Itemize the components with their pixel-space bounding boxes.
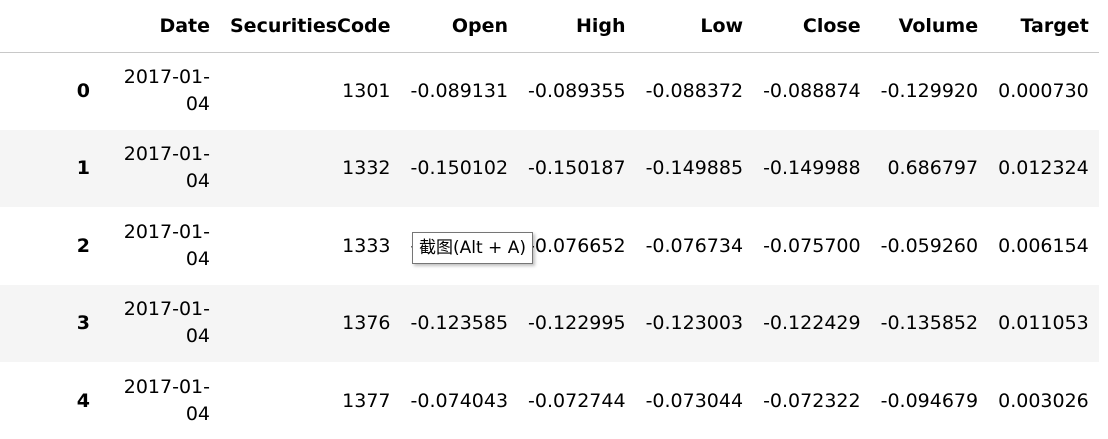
column-header-open: Open — [400, 0, 519, 53]
target-cell: 0.012324 — [998, 157, 1089, 180]
close-cell: -0.088874 — [763, 80, 861, 102]
high-cell: -0.089355 — [528, 80, 626, 102]
target-cell: 0.003026 — [998, 389, 1089, 412]
row-index: 1 — [76, 157, 90, 180]
row-index: 4 — [76, 389, 90, 412]
low-cell: -0.076734 — [645, 234, 744, 257]
open-cell: -0.089131 — [410, 80, 509, 102]
date-line-1: 2017-01- — [123, 143, 210, 166]
column-header-low: Low — [635, 0, 754, 53]
screenshot-tooltip: 截图(Alt + A) — [412, 232, 533, 264]
column-header-close: Close — [753, 0, 871, 53]
close-cell: -0.149988 — [763, 157, 861, 180]
column-header-securitiescode: SecuritiesCode — [220, 0, 401, 53]
high-cell: -0.076652 — [528, 234, 626, 257]
column-header-high: High — [518, 0, 636, 53]
securitiescode-cell: 1333 — [342, 234, 391, 257]
column-header-date: Date — [110, 0, 220, 53]
column-header-target: Target — [988, 0, 1099, 53]
date-line-2: 04 — [185, 247, 210, 270]
table-row: 3 2017-01- 04 1376 -0.123585 -0.122995 -0… — [0, 284, 1099, 363]
open-cell: -0.150102 — [410, 157, 509, 180]
date-line-1: 2017-01- — [123, 66, 210, 88]
table-row: 1 2017-01- 04 1332 -0.150102 -0.150187 -0… — [0, 129, 1099, 208]
date-line-2: 04 — [185, 170, 210, 193]
high-cell: -0.072744 — [528, 389, 626, 412]
open-cell: -0.123585 — [410, 312, 509, 335]
table-row: 2 2017-01-04 1333 -0. -0.076652 -0.07673… — [0, 207, 1099, 285]
securitiescode-cell: 1376 — [342, 312, 391, 335]
volume-cell: 0.686797 — [887, 157, 979, 180]
date-line-1: 2017-01- — [123, 375, 210, 398]
low-cell: -0.088372 — [645, 80, 744, 102]
date-cell: 2017-01- 04 — [110, 362, 220, 439]
table-row: 4 2017-01- 04 1377 -0.074043 -0.072744 -0… — [0, 362, 1099, 439]
securitiescode-cell: 1332 — [342, 157, 391, 180]
open-cell: -0.074043 — [410, 389, 509, 412]
date-cell: 2017-01- 04 — [110, 207, 220, 285]
securitiescode-cell: 1377 — [342, 389, 391, 412]
low-cell: -0.149885 — [645, 157, 744, 180]
target-cell: 0.000730 — [998, 80, 1089, 102]
date-line-1: 2017-01- — [123, 220, 210, 243]
row-index: 3 — [76, 312, 90, 335]
close-cell: -0.072322 — [763, 389, 861, 412]
date-line-2: 04 — [185, 325, 210, 348]
volume-cell: -0.059260 — [880, 234, 979, 257]
securitiescode-cell: 1301 — [342, 80, 391, 102]
volume-cell: -0.129920 — [880, 80, 979, 102]
target-cell: 0.006154 — [998, 234, 1089, 257]
date-line-2: 04 — [185, 402, 210, 425]
close-cell: -0.122429 — [763, 312, 861, 335]
date-cell: 2017-01- 04 — [110, 52, 220, 130]
row-index: 0 — [76, 80, 90, 102]
target-cell: 0.011053 — [998, 312, 1089, 335]
low-cell: -0.073044 — [645, 389, 744, 412]
header-row: Date SecuritiesCode Open High Low Close … — [0, 0, 1099, 53]
column-header-volume: Volume — [870, 0, 989, 53]
index-header — [0, 0, 110, 53]
date-line-2: 04 — [185, 93, 210, 115]
close-cell: -0.075700 — [763, 234, 861, 257]
table-row: 0 2017-01- 04 1301 -0.089131 -0.089355 -0… — [0, 52, 1099, 130]
high-cell: -0.150187 — [528, 157, 626, 180]
date-cell: 2017-01- 04 — [110, 130, 220, 208]
date-cell: 2017-01- 04 — [110, 285, 220, 363]
volume-cell: -0.094679 — [880, 389, 979, 412]
high-cell: -0.122995 — [528, 312, 626, 335]
date-line-1: 2017-01- — [123, 298, 210, 321]
volume-cell: -0.135852 — [880, 312, 979, 335]
low-cell: -0.123003 — [645, 312, 744, 335]
row-index: 2 — [76, 234, 90, 257]
